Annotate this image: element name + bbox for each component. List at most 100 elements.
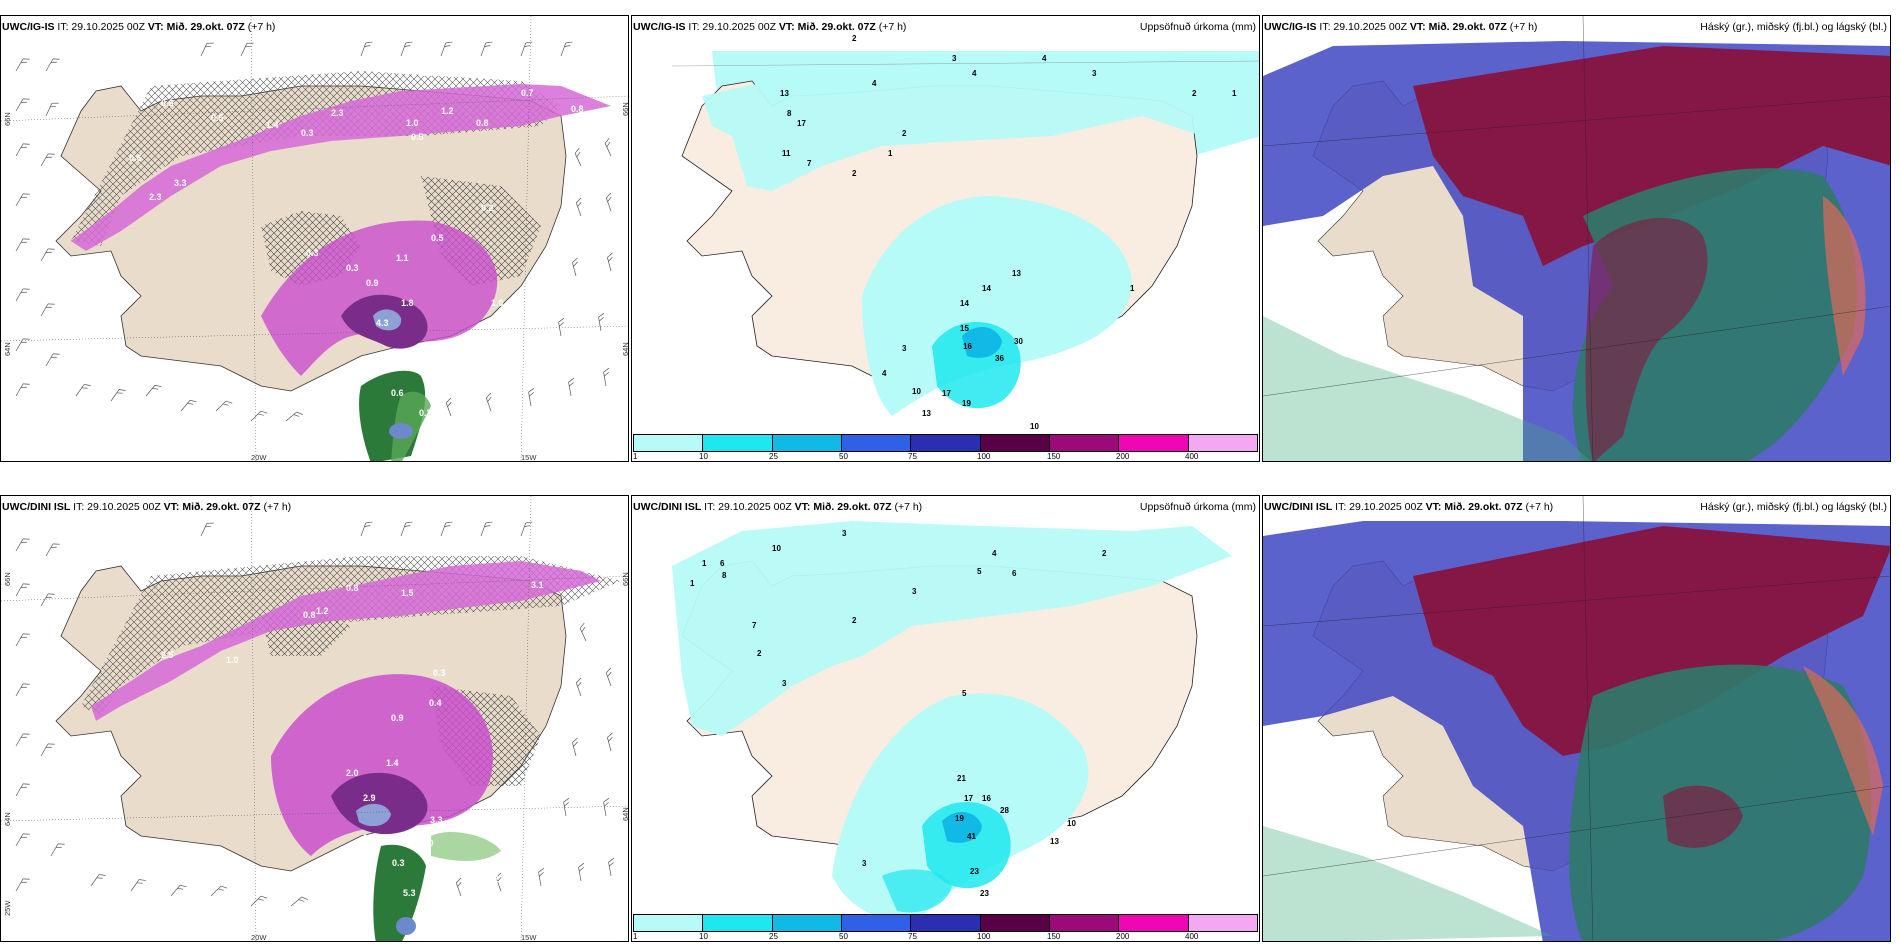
svg-text:0.2: 0.2	[486, 874, 499, 884]
svg-text:2.3: 2.3	[149, 192, 162, 202]
cbar-tick: 200	[1116, 932, 1130, 941]
svg-text:1.0: 1.0	[491, 298, 504, 308]
svg-text:2: 2	[1192, 89, 1197, 98]
panel-title: UWC/IG-IS IT: 29.10.2025 00Z VT: Mið. 29…	[2, 21, 276, 33]
colorbar-ticks: 1 10 25 50 75 100 150 200 400	[633, 452, 1258, 461]
svg-text:3.3: 3.3	[174, 178, 187, 188]
svg-text:2: 2	[757, 649, 762, 658]
svg-text:4.3: 4.3	[376, 318, 389, 328]
svg-text:10: 10	[772, 544, 781, 553]
svg-text:2: 2	[852, 169, 857, 178]
svg-text:1.5: 1.5	[401, 588, 414, 598]
svg-text:16: 16	[963, 342, 972, 351]
map-clouds-igis	[1263, 16, 1890, 461]
map-snow-igis: 0.6 0.5 0.7 0.8 0.6 1.2 2.3 0.3 1.6 1.4 …	[1, 16, 628, 461]
svg-text:0.9: 0.9	[391, 713, 404, 723]
svg-text:1.8: 1.8	[401, 298, 414, 308]
svg-text:4: 4	[882, 369, 887, 378]
svg-text:7: 7	[752, 621, 757, 630]
svg-text:0.3: 0.3	[306, 248, 319, 258]
cbar-seg	[841, 915, 912, 931]
svg-text:4: 4	[992, 549, 997, 558]
svg-text:1: 1	[1130, 284, 1135, 293]
cbar-seg	[841, 435, 912, 451]
panel-field-title: Háský (gr.), miðský (fj.bl.) og lágský (…	[1700, 21, 1887, 33]
svg-text:4: 4	[872, 79, 877, 88]
svg-text:16: 16	[982, 794, 991, 803]
svg-text:0.3: 0.3	[419, 408, 432, 418]
svg-text:0.6: 0.6	[161, 98, 174, 108]
svg-text:0.8: 0.8	[346, 583, 359, 593]
lon-label-15: 15W	[521, 453, 537, 462]
svg-text:0.2: 0.2	[481, 203, 494, 213]
lat-label-64-right: 64N	[621, 807, 629, 821]
svg-text:2.5: 2.5	[161, 650, 174, 660]
lat-label-66-right: 66N	[621, 102, 629, 116]
svg-text:13: 13	[1050, 837, 1059, 846]
svg-text:3.1: 3.1	[531, 580, 544, 590]
svg-text:13: 13	[780, 89, 789, 98]
cbar-tick: 10	[699, 452, 708, 461]
svg-text:3: 3	[842, 529, 847, 538]
svg-text:23: 23	[970, 867, 979, 876]
panel-title: UWC/IG-IS IT: 29.10.2025 00Z VT: Mið. 29…	[633, 21, 907, 33]
cbar-seg	[980, 435, 1050, 451]
svg-text:0.8: 0.8	[303, 610, 316, 620]
lon-label-20: 20W	[251, 453, 267, 462]
svg-text:1: 1	[690, 579, 695, 588]
lat-label-25: 25W	[3, 900, 12, 916]
snow-value-labels: 0.3 2.5 1.0 3.1 0.8 1.5 1.2 0.4 2.0 1.4 …	[161, 580, 544, 898]
svg-text:17: 17	[797, 119, 806, 128]
map-precip-dini: 1 1 3 6 8 10 7 2 4 5 6 3 2 5 21 17 16 19…	[672, 521, 1232, 920]
svg-text:1: 1	[702, 559, 707, 568]
cbar-tick: 1	[633, 932, 638, 941]
svg-text:3: 3	[902, 344, 907, 353]
map-precip-igis: 2 3 4 4 3 2 1 4 1 2 13 17 8 11 7 2 14 15…	[671, 34, 1259, 431]
lat-label-64: 64N	[3, 342, 12, 356]
svg-text:1.4: 1.4	[266, 120, 279, 130]
svg-text:21: 21	[957, 774, 966, 783]
precip-value-labels: 1 1 3 6 8 10 7 2 4 5 6 3 2 5 21 17 16 19…	[690, 529, 1107, 898]
svg-text:17: 17	[964, 794, 973, 803]
svg-text:0.3: 0.3	[346, 263, 359, 273]
svg-text:1: 1	[1232, 89, 1237, 98]
cbar-tick: 400	[1185, 932, 1199, 941]
svg-text:6: 6	[720, 559, 725, 568]
svg-text:3: 3	[782, 679, 787, 688]
cbar-tick: 50	[839, 452, 848, 461]
svg-text:0.6: 0.6	[391, 388, 404, 398]
svg-text:3.3: 3.3	[434, 343, 447, 353]
svg-text:11: 11	[782, 149, 791, 158]
precip-colorbar	[633, 434, 1258, 452]
svg-text:1.0: 1.0	[421, 838, 434, 848]
svg-text:15: 15	[960, 324, 969, 333]
cbar-seg	[634, 435, 704, 451]
svg-text:0.8: 0.8	[571, 104, 584, 114]
lat-label-66-right: 66N	[621, 572, 629, 586]
svg-text:2.3: 2.3	[331, 108, 344, 118]
svg-text:1.0: 1.0	[226, 655, 239, 665]
svg-text:4: 4	[972, 69, 977, 78]
panel-field-title: Háský (gr.), miðský (fj.bl.) og lágský (…	[1700, 501, 1887, 513]
cbar-tick: 25	[769, 452, 778, 461]
cbar-seg	[911, 915, 981, 931]
map-snow-dini: 0.3 2.5 1.0 3.1 0.8 1.5 1.2 0.4 2.0 1.4 …	[1, 496, 628, 941]
panel-clouds-igis: UWC/IG-IS IT: 29.10.2025 00Z VT: Mið. 29…	[1262, 15, 1891, 462]
lon-label-20: 20W	[251, 933, 267, 942]
svg-text:10: 10	[1067, 819, 1076, 828]
cbar-seg	[911, 435, 981, 451]
cbar-seg	[703, 435, 773, 451]
panel-field-title: Uppsöfnuð úrkoma (mm)	[1139, 21, 1256, 33]
cbar-tick: 100	[977, 932, 991, 941]
svg-text:0.3: 0.3	[433, 668, 446, 678]
svg-text:28: 28	[1000, 806, 1009, 815]
lat-label-66: 66N	[3, 572, 12, 586]
svg-text:0.8: 0.8	[476, 118, 489, 128]
cbar-seg	[1049, 915, 1120, 931]
svg-text:3: 3	[1092, 69, 1097, 78]
svg-text:1.2: 1.2	[441, 106, 454, 116]
cbar-tick: 10	[699, 932, 708, 941]
cbar-seg	[1119, 435, 1189, 451]
cbar-seg	[634, 915, 704, 931]
cbar-tick: 400	[1185, 452, 1199, 461]
